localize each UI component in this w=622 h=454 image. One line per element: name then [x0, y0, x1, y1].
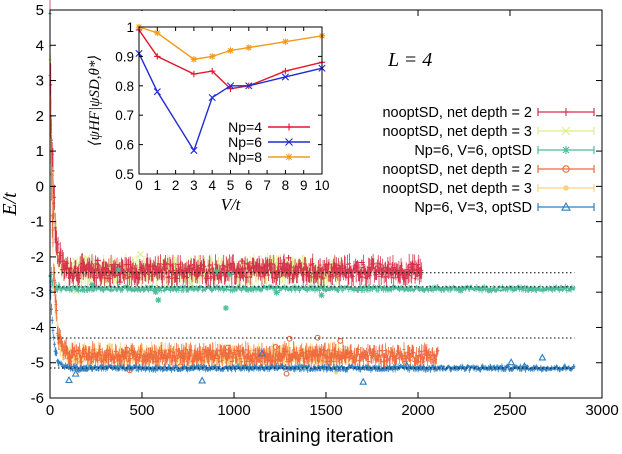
- outlier-point: [333, 370, 339, 375]
- outlier-point: [152, 289, 159, 296]
- outlier-point: [238, 258, 245, 265]
- outlier-point: [357, 269, 364, 276]
- series-3: [48, 266, 576, 312]
- outlier-point: [457, 287, 464, 294]
- outlier-point: [285, 254, 292, 261]
- main-plot-data: [48, 0, 576, 385]
- outlier-point: [115, 266, 122, 273]
- outlier-point: [213, 268, 220, 275]
- outlier-point: [94, 257, 101, 264]
- outlier-point: [246, 265, 253, 272]
- outlier-point: [346, 266, 353, 273]
- outlier-point: [104, 275, 111, 282]
- outlier-point: [318, 292, 325, 299]
- outlier-point: [222, 305, 229, 312]
- outlier-point: [136, 250, 144, 258]
- outlier-point: [358, 259, 365, 266]
- outlier-point: [89, 281, 96, 288]
- outlier-point: [155, 297, 162, 304]
- outlier-point: [116, 279, 123, 286]
- outlier-point: [273, 289, 280, 296]
- outlier-point: [227, 271, 234, 278]
- series-4: [48, 56, 440, 377]
